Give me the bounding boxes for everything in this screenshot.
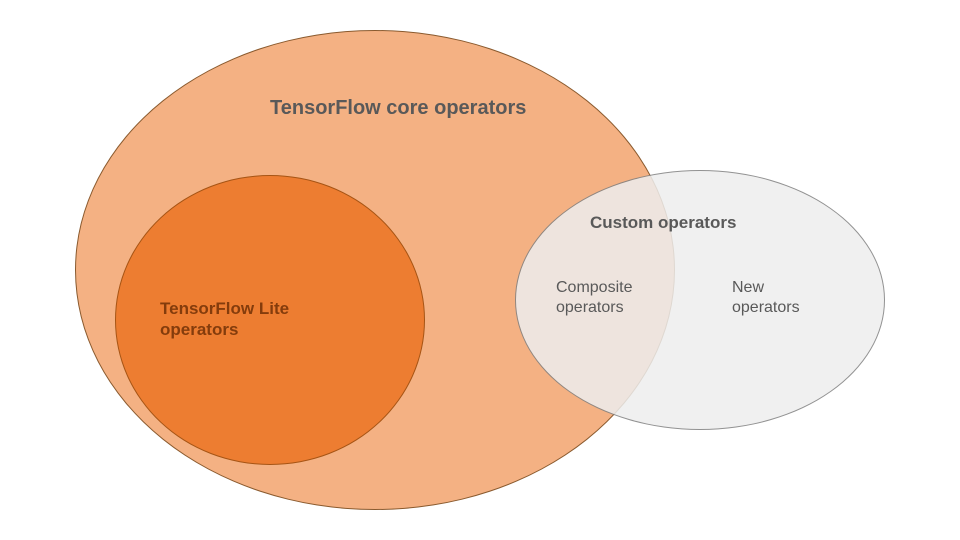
core-operators-label: TensorFlow core operators <box>270 96 526 121</box>
lite-operators-label: TensorFlow Lite operators <box>160 298 330 341</box>
venn-diagram: TensorFlow core operators Custom operato… <box>0 0 960 540</box>
new-operators-label: New operators <box>732 278 832 318</box>
composite-operators-label: Composite operators <box>556 278 666 318</box>
custom-operators-label: Custom operators <box>590 212 736 233</box>
